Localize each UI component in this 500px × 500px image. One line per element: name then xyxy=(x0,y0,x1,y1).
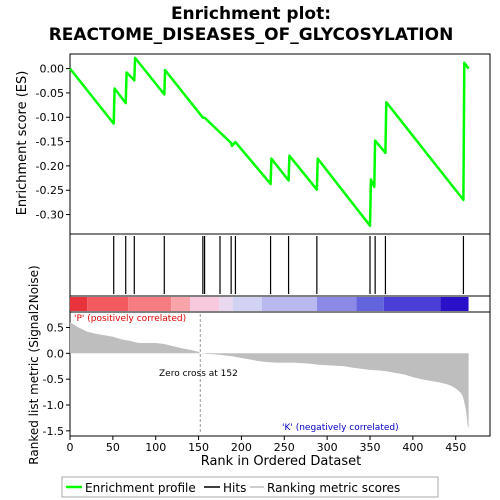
es-y-ticks: 0.00 -0.05 -0.10 -0.15 -0.20 -0.25 -0.30 xyxy=(36,63,70,222)
metric-x-tick-label: 250 xyxy=(274,441,295,454)
metric-x-axis-label: Rank in Ordered Dataset xyxy=(201,454,362,469)
gradient-segment xyxy=(70,297,88,311)
legend-metric-label: Ranking metric scores xyxy=(267,481,400,495)
metric-x-tick-label: 450 xyxy=(445,441,466,454)
metric-x-tick-label: 150 xyxy=(188,441,209,454)
zero-cross-label: Zero cross at 152 xyxy=(159,369,238,379)
es-y-tick-label: -0.20 xyxy=(36,160,64,173)
metric-x-tick-label: 400 xyxy=(402,441,423,454)
legend-hits-label: Hits xyxy=(223,481,246,495)
gradient-segment xyxy=(232,297,262,311)
es-y-tick-label: -0.25 xyxy=(36,184,64,197)
ranking-metric-area xyxy=(70,322,469,429)
es-y-tick-label: -0.30 xyxy=(36,209,64,222)
gradient-segment xyxy=(316,297,357,311)
gradient-segment xyxy=(262,297,317,311)
gradient-segment xyxy=(383,297,441,311)
es-y-tick-label: -0.15 xyxy=(36,136,64,149)
metric-x-tick-label: 300 xyxy=(317,441,338,454)
gradient-segment xyxy=(87,297,129,311)
metric-y-tick-label: -0.5 xyxy=(43,373,64,386)
metric-y-tick-label: -1.0 xyxy=(43,399,64,412)
metric-x-tick-label: 200 xyxy=(231,441,252,454)
gradient-segment xyxy=(171,297,190,311)
legend-enrichment-label: Enrichment profile xyxy=(85,481,196,495)
metric-y-axis-label: Ranked list metric (Signal2Noise) xyxy=(27,265,41,464)
chart-title-line1: Enrichment plot: xyxy=(171,4,331,24)
metric-x-ticks: 0 50 100 150 200 250 300 350 400 450 xyxy=(67,436,466,454)
es-y-tick-label: -0.05 xyxy=(36,87,64,100)
enrichment-profile-line xyxy=(69,56,470,227)
gradient-segment xyxy=(219,297,233,311)
metric-x-tick-label: 350 xyxy=(360,441,381,454)
gradient-segment xyxy=(356,297,384,311)
es-y-tick-label: -0.10 xyxy=(36,111,64,124)
metric-x-tick-label: 100 xyxy=(145,441,166,454)
chart-title-line2: REACTOME_DISEASES_OF_GLYCOSYLATION xyxy=(49,25,454,45)
es-panel-frame xyxy=(69,53,491,235)
ranking-color-bar xyxy=(70,297,469,311)
es-y-tick-label: 0.00 xyxy=(40,63,65,76)
metric-y-tick-label: 0.5 xyxy=(47,322,65,335)
es-y-axis-label: Enrichment score (ES) xyxy=(15,71,30,216)
hit-marks xyxy=(113,236,465,294)
gradient-segment xyxy=(128,297,172,311)
metric-y-ticks: 0.5 0.0 -0.5 -1.0 -1.5 xyxy=(43,322,70,438)
metric-y-tick-label: 0.0 xyxy=(47,347,65,360)
legend: Enrichment profile Hits Ranking metric s… xyxy=(61,476,439,498)
metric-x-tick-label: 50 xyxy=(106,441,120,454)
negative-correlation-label: 'K' (negatively correlated) xyxy=(282,423,399,433)
metric-x-tick-label: 0 xyxy=(67,441,74,454)
gradient-segment xyxy=(440,297,469,311)
gradient-segment xyxy=(190,297,220,311)
metric-y-tick-label: -1.5 xyxy=(43,425,64,438)
hits-panel-frame xyxy=(69,233,491,297)
positive-correlation-label: 'P' (positively correlated) xyxy=(74,314,186,324)
